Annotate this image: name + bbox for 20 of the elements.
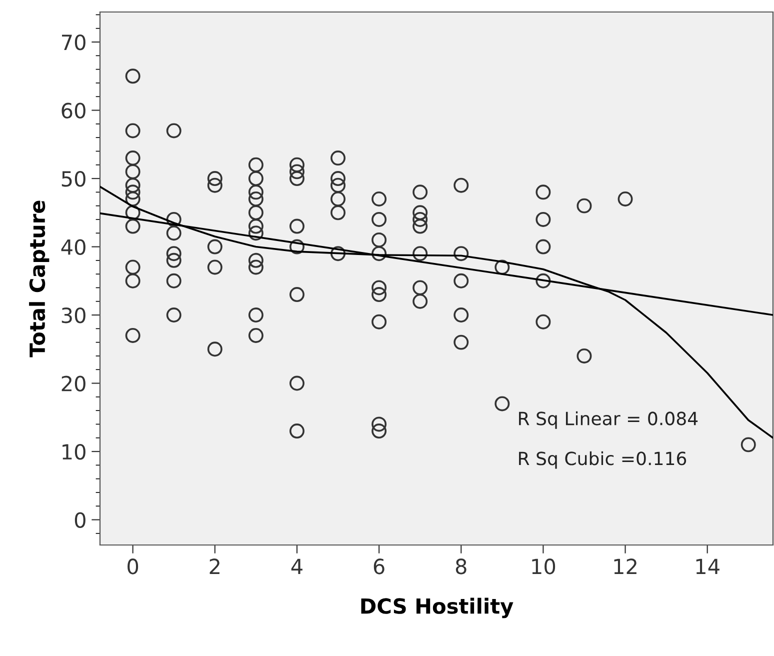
annotation: R Sq Cubic =0.116 bbox=[519, 451, 686, 469]
y-tick-label: 0 bbox=[74, 512, 86, 528]
x-tick-label: 6 bbox=[374, 558, 384, 574]
y-tick-label: 40 bbox=[61, 239, 86, 255]
y-tick-label: 30 bbox=[62, 307, 86, 324]
x-tick-label: 2 bbox=[210, 558, 220, 574]
y-tick-label: 70 bbox=[62, 34, 86, 50]
y-tick-label: 60 bbox=[62, 102, 86, 118]
y-tick-label: 50 bbox=[62, 170, 86, 187]
x-axis-title: DCS Hostility bbox=[361, 598, 514, 618]
y-tick-label: 10 bbox=[62, 444, 86, 460]
x-tick-label: 10 bbox=[532, 558, 556, 574]
x-tick-label: 0 bbox=[128, 558, 138, 574]
x-tick-label: 8 bbox=[456, 558, 466, 574]
annotation: R Sq Linear = 0.084 bbox=[519, 411, 698, 429]
x-tick-label: 12 bbox=[614, 558, 636, 574]
x-tick-label: 14 bbox=[696, 558, 720, 574]
y-axis-title: Total Capture bbox=[29, 200, 50, 358]
x-tick-label: 4 bbox=[291, 558, 302, 574]
y-tick-label: 20 bbox=[62, 376, 86, 392]
